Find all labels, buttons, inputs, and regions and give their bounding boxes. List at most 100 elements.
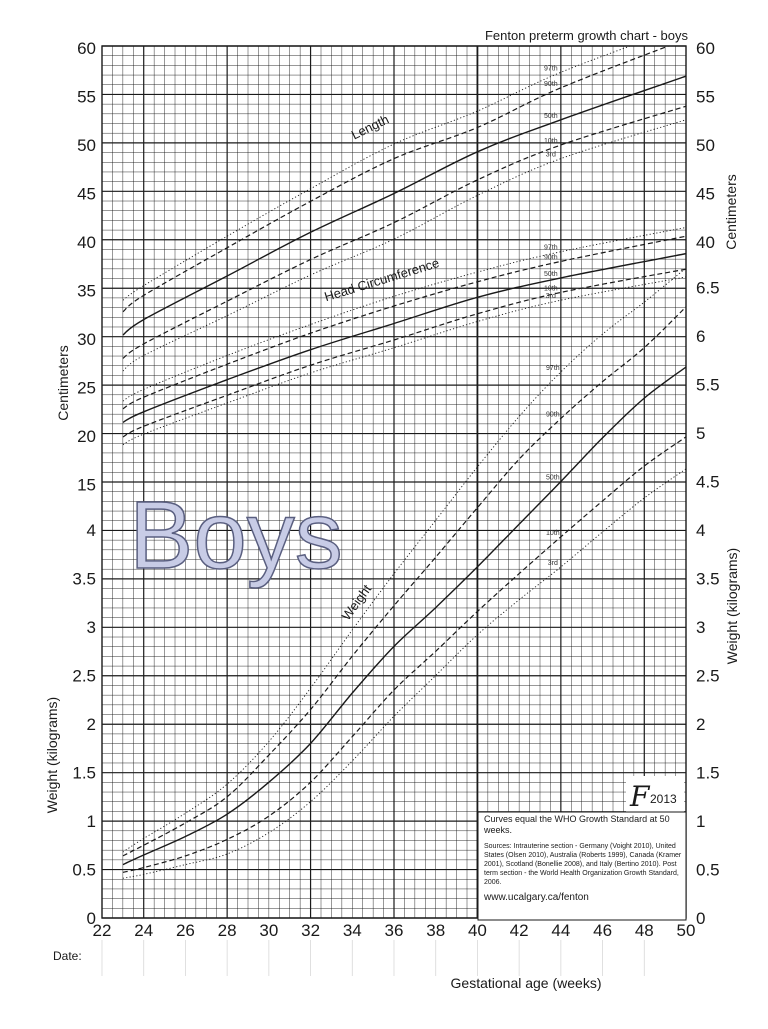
head-3rd-curve <box>122 276 686 446</box>
right-upper-axis-label: Centimeters <box>723 174 739 249</box>
left-tick-label: 30 <box>77 330 96 349</box>
info-box-content: Curves equal the WHO Growth Standard at … <box>484 814 682 903</box>
percentile-tags: 97th90th50th10th3rd97th90th50th10th3rd97… <box>544 65 560 567</box>
head-90th-curve <box>122 235 686 410</box>
left-tick-label: 2 <box>87 715 96 734</box>
info-box <box>477 811 687 921</box>
x-tick-label: 40 <box>468 921 487 940</box>
percentile-tag: 90th <box>544 254 558 261</box>
left-tick-label: 50 <box>77 136 96 155</box>
left-upper-axis-label: Centimeters <box>55 345 71 420</box>
right-tick-label: 40 <box>696 233 715 252</box>
x-tick-label: 34 <box>343 921 362 940</box>
percentile-tag: 3rd <box>548 560 558 567</box>
left-tick-label: 0 <box>87 909 96 928</box>
right-tick-label: 3 <box>696 618 705 637</box>
percentile-tag: 97th <box>546 365 560 372</box>
right-tick-label: 55 <box>696 88 715 107</box>
left-tick-label: 20 <box>77 427 96 446</box>
info-heading: Curves equal the WHO Growth Standard at … <box>484 814 670 835</box>
left-tick-label: 0.5 <box>72 861 96 880</box>
percentile-tag: 3rd <box>546 152 556 159</box>
info-url-link[interactable]: www.ucalgary.ca/fenton <box>484 892 589 903</box>
right-tick-label: 2 <box>696 715 705 734</box>
growth-curves <box>122 46 686 879</box>
logo-year: 2013 <box>650 792 677 806</box>
x-tick-label: 30 <box>259 921 278 940</box>
x-tick-label: 44 <box>551 921 570 940</box>
left-tick-label: 45 <box>77 185 96 204</box>
left-tick-label: 3 <box>87 618 96 637</box>
length-10th-curve <box>122 105 686 359</box>
right-tick-label: 1 <box>696 812 705 831</box>
right-tick-label: 1.5 <box>696 764 720 783</box>
x-tick-label: 26 <box>176 921 195 940</box>
right-tick-label: 45 <box>696 185 715 204</box>
x-tick-label: 32 <box>301 921 320 940</box>
x-tick-label: 28 <box>218 921 237 940</box>
percentile-tag: 50th <box>546 475 560 482</box>
x-tick-label: 38 <box>426 921 445 940</box>
logo-box <box>626 776 684 812</box>
left-tick-label: 2.5 <box>72 667 96 686</box>
right-tick-label: 2.5 <box>696 667 720 686</box>
right-tick-label: 5.5 <box>696 376 720 395</box>
right-tick-label: 60 <box>696 39 715 58</box>
left-tick-label: 3.5 <box>72 570 96 589</box>
right-tick-label: 0 <box>696 909 705 928</box>
length-50th-curve <box>122 75 686 336</box>
right-tick-label: 3.5 <box>696 570 720 589</box>
left-tick-label: 1 <box>87 812 96 831</box>
x-tick-label: 22 <box>93 921 112 940</box>
weight-curve-label: Weight <box>338 581 374 623</box>
left-tick-label: 25 <box>77 379 96 398</box>
date-entry-cells[interactable] <box>101 940 645 976</box>
right-tick-label: 4 <box>696 521 705 540</box>
left-tick-label: 15 <box>77 476 96 495</box>
right-tick-label: 0.5 <box>696 861 720 880</box>
weight-10th-curve <box>122 436 686 873</box>
left-lower-axis-label: Weight (kilograms) <box>44 697 60 813</box>
head-50th-curve <box>122 252 686 424</box>
percentile-tag: 50th <box>544 271 558 278</box>
left-tick-labels: 0 0.5 1 1.5 2 2.5 3 3.5 4 15 20 25 30 35 40 45 50 55 60 <box>72 39 96 928</box>
length-curve-label: Length <box>349 111 391 142</box>
left-tick-label: 40 <box>77 233 96 252</box>
info-sources: Sources: Intrauterine section - Germany … <box>484 843 682 886</box>
right-tick-labels: 0 0.5 1 1.5 2 2.5 3 3.5 4 4.5 5 5.5 6 6.5 40 45 50 55 60 <box>696 39 720 928</box>
right-lower-axis-label: Weight (kilograms) <box>724 548 740 664</box>
date-label: Date: <box>53 949 82 963</box>
x-tick-label: 48 <box>635 921 654 940</box>
percentile-tag: 90th <box>546 411 560 418</box>
percentile-tag: 10th <box>546 530 560 537</box>
percentile-tag: 10th <box>544 285 558 292</box>
percentile-tag: 50th <box>544 113 558 120</box>
right-tick-label: 4.5 <box>696 473 720 492</box>
x-axis-label: Gestational age (weeks) <box>451 975 602 991</box>
x-tick-labels: 22 24 26 28 30 32 34 36 38 40 42 44 46 48 50 <box>93 921 696 940</box>
watermark-boys: Boys <box>129 482 342 589</box>
major-grid <box>101 45 687 919</box>
right-tick-label: 50 <box>696 136 715 155</box>
weight-50th-curve <box>122 366 686 866</box>
x-tick-label: 24 <box>134 921 153 940</box>
plot-border <box>101 45 687 919</box>
left-tick-label: 4 <box>87 521 96 540</box>
left-tick-label: 60 <box>77 39 96 58</box>
x-tick-label: 42 <box>510 921 529 940</box>
logo-mark: F <box>629 780 651 813</box>
weight-3rd-curve <box>122 468 686 879</box>
percentile-tag: 97th <box>544 65 558 72</box>
left-tick-label: 35 <box>77 282 96 301</box>
x-tick-label: 46 <box>593 921 612 940</box>
right-tick-label: 6.5 <box>696 279 720 298</box>
x-tick-label: 36 <box>385 921 404 940</box>
percentile-tag: 97th <box>544 245 558 252</box>
left-tick-label: 1.5 <box>72 764 96 783</box>
right-tick-label: 5 <box>696 424 705 443</box>
x-tick-label: 50 <box>677 921 696 940</box>
percentile-tag: 90th <box>544 81 558 88</box>
percentile-tag: 3rd <box>546 293 556 300</box>
chart-title: Fenton preterm growth chart - boys <box>485 28 689 43</box>
